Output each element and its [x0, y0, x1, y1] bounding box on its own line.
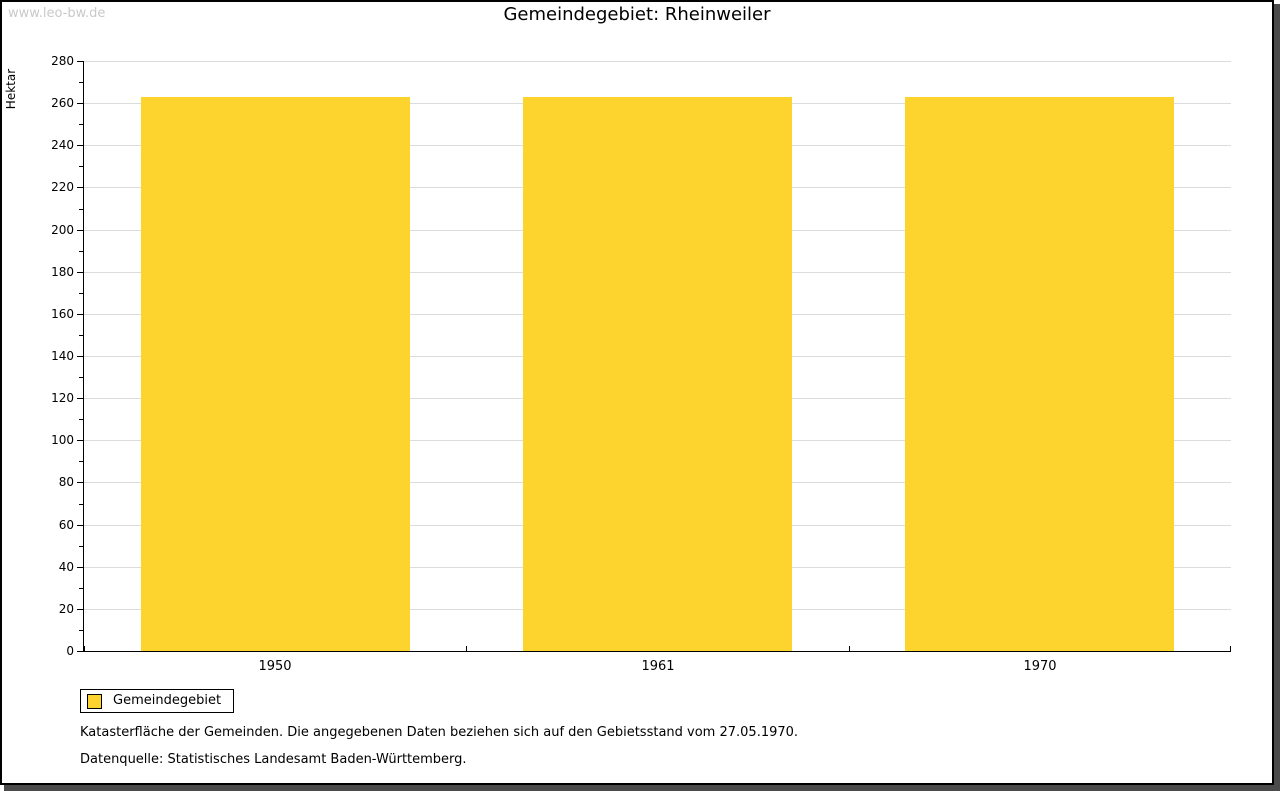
bar: [523, 97, 792, 651]
legend-label: Gemeindegebiet: [113, 693, 222, 708]
y-axis-minor-tick: [79, 419, 83, 420]
y-axis-tick-label: 80: [58, 475, 74, 489]
y-axis-minor-tick: [79, 209, 83, 210]
x-axis-tick-label: 1961: [641, 659, 675, 674]
y-axis-minor-tick: [79, 504, 83, 505]
footer-note: Katasterfläche der Gemeinden. Die angege…: [80, 725, 799, 740]
y-axis-tick-label: 220: [51, 180, 74, 194]
y-axis-tick-label: 160: [51, 307, 74, 321]
y-axis-minor-tick: [79, 377, 83, 378]
y-axis-tick-label: 60: [58, 518, 74, 532]
y-axis-major-tick: [77, 314, 83, 315]
y-axis-minor-tick: [79, 461, 83, 462]
y-axis-minor-tick: [79, 335, 83, 336]
y-axis-major-tick: [77, 482, 83, 483]
y-axis-tick-label: 100: [51, 433, 74, 447]
y-axis-tick-label: 260: [51, 96, 74, 110]
y-axis-minor-tick: [79, 546, 83, 547]
y-axis-tick-label: 20: [58, 602, 74, 616]
y-axis-major-tick: [77, 187, 83, 188]
y-axis-major-tick: [77, 609, 83, 610]
y-axis-tick-label: 140: [51, 349, 74, 363]
y-axis-tick-label: 280: [51, 54, 74, 68]
y-axis-major-tick: [77, 356, 83, 357]
bar: [905, 97, 1174, 651]
y-axis-minor-tick: [79, 630, 83, 631]
y-axis-title: Hektar: [4, 68, 18, 110]
y-axis-major-tick: [77, 272, 83, 273]
y-axis-major-tick: [77, 103, 83, 104]
y-axis-minor-tick: [79, 166, 83, 167]
y-axis-minor-tick: [79, 251, 83, 252]
y-axis-tick-label: 40: [58, 560, 74, 574]
y-axis-minor-tick: [79, 124, 83, 125]
y-gridline: [84, 61, 1231, 62]
y-axis-major-tick: [77, 398, 83, 399]
x-axis-tick-label: 1970: [1023, 659, 1057, 674]
y-axis-tick-label: 200: [51, 223, 74, 237]
y-axis-tick-label: 0: [66, 644, 74, 658]
y-axis-tick-label: 120: [51, 391, 74, 405]
y-axis-major-tick: [77, 567, 83, 568]
watermark: www.leo-bw.de: [8, 6, 106, 21]
legend-box: Gemeindegebiet: [80, 689, 235, 713]
y-axis-major-tick: [77, 61, 83, 62]
legend-swatch: [87, 693, 102, 709]
x-axis-tick: [1230, 646, 1231, 651]
y-axis-major-tick: [77, 230, 83, 231]
x-axis-tick-label: 1950: [258, 659, 292, 674]
chart-title: Gemeindegebiet: Rheinweiler: [503, 4, 771, 25]
plot-area: 1950 1961 1970: [77, 61, 1231, 674]
y-axis-minor-tick: [79, 588, 83, 589]
frame-shadow-right: [1274, 4, 1280, 785]
frame-shadow-bottom: [4, 785, 1280, 791]
y-axis-major-tick: [77, 440, 83, 441]
y-axis-major-tick: [77, 145, 83, 146]
y-axis-tick-label: 240: [51, 138, 74, 152]
bar: [141, 97, 410, 651]
footer-datasource: Datenquelle: Statistisches Landesamt Bad…: [80, 752, 467, 767]
x-axis-tick: [466, 646, 467, 651]
y-axis-minor-tick: [79, 293, 83, 294]
x-axis-tick: [84, 646, 85, 651]
y-axis-minor-tick: [79, 82, 83, 83]
x-axis-tick: [849, 646, 850, 651]
y-axis-major-tick: [77, 525, 83, 526]
y-axis-tick-label: 180: [51, 265, 74, 279]
y-axis-major-tick: [77, 651, 83, 652]
